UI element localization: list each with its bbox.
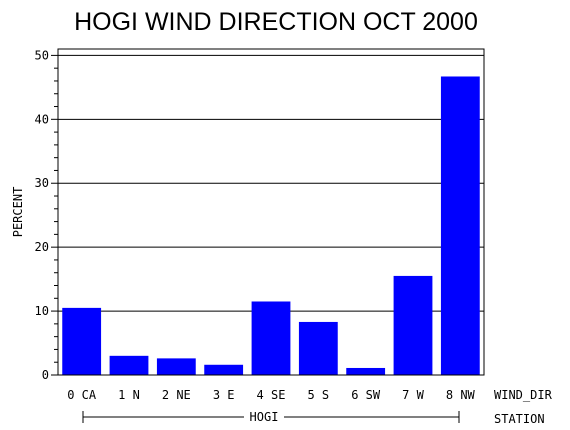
x-category-label: 8 NW — [446, 388, 476, 402]
chart-title: HOGI WIND DIRECTION OCT 2000 — [74, 8, 478, 36]
y-tick-label: 20 — [35, 240, 49, 254]
y-tick-label: 0 — [42, 368, 49, 382]
bar — [440, 76, 480, 376]
bar — [393, 275, 433, 375]
x-category-label: 5 S — [307, 388, 329, 402]
x-axis-label: WIND_DIR — [494, 388, 553, 402]
bar — [204, 364, 244, 375]
bar — [251, 301, 291, 375]
bar — [109, 355, 149, 375]
x-category-label: 0 CA — [67, 388, 97, 402]
plot-frame — [57, 48, 485, 376]
station-group-bracket: HOGI — [82, 410, 460, 424]
bar — [346, 367, 386, 375]
x-category-label: 2 NE — [162, 388, 191, 402]
y-axis-label: PERCENT — [11, 187, 25, 238]
x-category-label: 1 N — [118, 388, 140, 402]
x-category-label: 6 SW — [351, 388, 381, 402]
group-axis-label: STATION — [494, 412, 545, 426]
x-category-label: 3 E — [213, 388, 235, 402]
y-tick-label: 40 — [35, 112, 49, 126]
group-label-backdrop — [244, 410, 284, 424]
bars — [62, 76, 480, 376]
y-tick-label: 30 — [35, 176, 49, 190]
y-axis-ticks: 0 10 20 30 40 50 — [35, 48, 58, 382]
x-axis-categories: 0 CA 1 N 2 NE 3 E 4 SE 5 S 6 SW 7 W 8 NW — [67, 388, 475, 402]
group-name: HOGI — [250, 410, 279, 424]
x-category-label: 7 W — [402, 388, 424, 402]
y-tick-label: 10 — [35, 304, 49, 318]
bar — [62, 307, 102, 375]
bar — [156, 358, 196, 375]
gridlines — [58, 54, 484, 312]
bar — [298, 321, 338, 375]
y-tick-label: 50 — [35, 48, 49, 62]
x-category-label: 4 SE — [257, 388, 286, 402]
